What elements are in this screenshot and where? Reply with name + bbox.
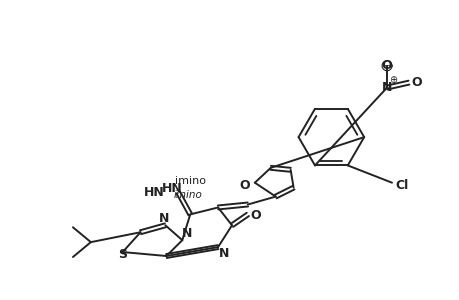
Text: HN: HN [143,186,164,199]
Text: S: S [118,248,127,260]
Text: N: N [159,212,169,225]
Text: O: O [411,76,421,89]
Text: imino: imino [174,176,205,186]
Text: imino: imino [174,190,202,200]
Text: −: − [383,61,390,70]
Text: O: O [239,179,250,192]
Text: N: N [218,247,229,260]
Text: N: N [381,81,392,94]
Text: O: O [381,59,392,72]
Text: O: O [250,209,261,222]
Text: Cl: Cl [394,179,408,192]
Text: N: N [182,227,192,240]
Text: HN: HN [162,182,182,195]
Text: ⊕: ⊕ [388,75,396,85]
